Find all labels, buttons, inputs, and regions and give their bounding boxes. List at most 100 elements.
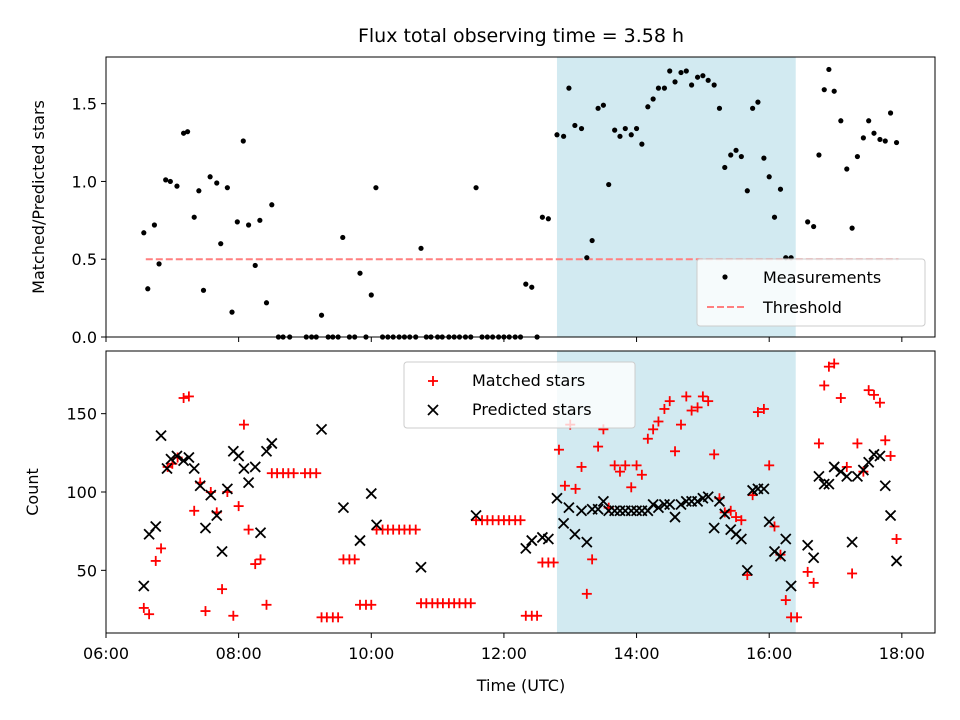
predicted-point [647, 498, 659, 511]
measurement-point [174, 183, 180, 189]
measurement-point [805, 219, 811, 225]
predicted-point [365, 487, 377, 500]
predicted-point [630, 505, 643, 517]
measurement-point [871, 130, 877, 136]
predicted-point [205, 489, 217, 501]
matched-point [709, 449, 720, 460]
legend-marker-measurements [722, 274, 728, 280]
matched-point [813, 438, 824, 449]
predicted-point [188, 462, 200, 475]
predicted-point [763, 516, 775, 528]
matched-point [614, 466, 625, 477]
matched-point [238, 419, 249, 430]
measurement-point [163, 177, 169, 183]
measurement-point [191, 214, 197, 220]
predicted-point [221, 483, 234, 495]
predicted-point [266, 437, 278, 450]
matched-point [675, 419, 686, 430]
matched-point [764, 460, 775, 471]
predicted-point [713, 495, 726, 508]
measurement-point [373, 185, 379, 191]
predicted-point [780, 533, 792, 545]
measurement-point [622, 125, 628, 132]
measurement-point [218, 241, 224, 247]
predicted-point [658, 498, 671, 511]
matched-point [333, 612, 344, 623]
ratio-panel-ylabel: Matched/Predicted stars [29, 100, 48, 294]
matched-point [349, 554, 360, 565]
matched-point [465, 598, 476, 609]
measurement-point [523, 281, 529, 287]
predicted-point [238, 462, 250, 475]
measurement-point [838, 118, 844, 124]
measurement-point [357, 270, 363, 276]
measurement-point [167, 178, 173, 185]
predicted-point [520, 542, 532, 555]
matched-point [841, 461, 852, 472]
predicted-point [609, 505, 621, 517]
matched-point [829, 358, 840, 369]
matched-point [752, 407, 763, 418]
measurement-point [340, 234, 346, 241]
measurement-point [755, 99, 761, 105]
predicted-point [575, 505, 588, 517]
predicted-point [807, 552, 820, 564]
measurement-point [151, 222, 158, 228]
measurement-point [234, 219, 240, 225]
predicted-point [741, 564, 753, 576]
matched-point [570, 483, 581, 494]
measurement-point [245, 222, 252, 228]
measurement-point [141, 230, 147, 236]
matched-point [819, 380, 830, 391]
matched-point [847, 568, 858, 579]
predicted-point [165, 453, 177, 465]
matched-point [648, 424, 659, 435]
measurement-point [882, 138, 888, 144]
measurement-point [566, 85, 572, 91]
measurement-point [418, 245, 424, 251]
matched-point [178, 393, 189, 403]
measurement-point [612, 127, 618, 133]
measurement-point [744, 188, 750, 194]
matched-point [692, 402, 703, 413]
measurement-point [229, 309, 235, 315]
matched-point [792, 612, 803, 623]
measurement-point [700, 73, 706, 79]
measurement-point [728, 152, 734, 158]
measurement-point [761, 155, 767, 161]
measurement-point [694, 74, 701, 80]
measurement-point [831, 88, 837, 94]
measurement-point [180, 130, 187, 136]
matched-point [217, 584, 228, 595]
legend-label-matched: Matched stars [472, 371, 585, 390]
legend-label-predicted: Predicted stars [472, 400, 592, 419]
predicted-point [884, 509, 897, 522]
predicted-point [315, 423, 328, 435]
matched-point [410, 524, 421, 535]
ratio-panel-frame [105, 56, 936, 338]
measurement-point [600, 102, 607, 108]
matched-point [858, 466, 869, 477]
y-tick-label: 0.5 [72, 250, 97, 269]
predicted-point [249, 461, 261, 473]
matched-point [681, 391, 692, 402]
predicted-point [354, 534, 366, 547]
matched-point [769, 521, 780, 532]
matched-point [852, 438, 863, 449]
predicted-point [526, 534, 538, 547]
matched-point [736, 515, 747, 526]
measurement-point [561, 133, 567, 139]
predicted-point [551, 492, 563, 504]
measurement-point [545, 216, 551, 222]
predicted-point [155, 429, 167, 442]
predicted-point [874, 450, 886, 462]
matched-point [758, 403, 769, 414]
matched-point [636, 469, 647, 480]
predicted-point [823, 478, 835, 490]
predicted-point [857, 464, 870, 476]
measurement-point [240, 138, 246, 144]
measurement-point [849, 225, 855, 231]
predicted-point [216, 545, 228, 558]
measurement-point [584, 255, 590, 261]
x-tick-label: 12:00 [481, 644, 527, 663]
